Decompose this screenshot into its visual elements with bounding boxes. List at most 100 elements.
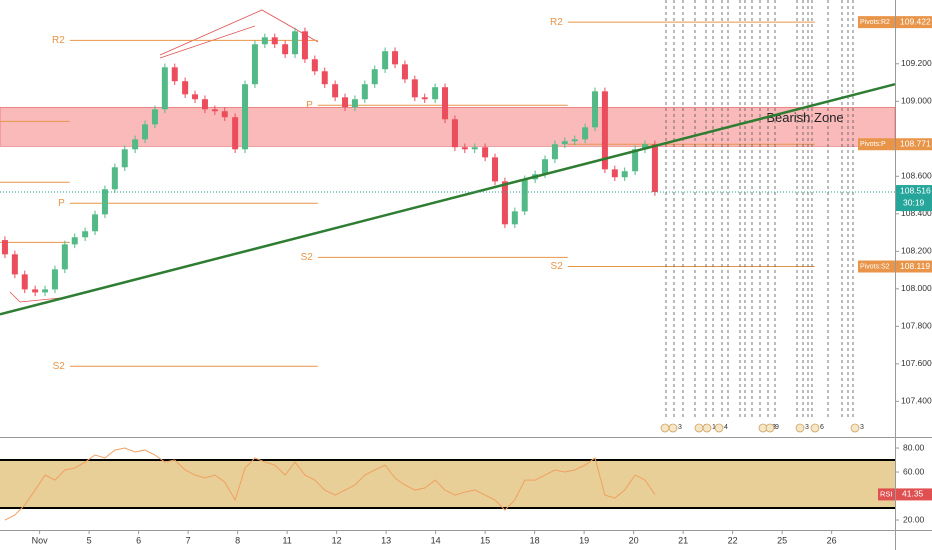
pivot-axis-tag: [858, 138, 895, 151]
pivot-axis-name: Pivots:P: [860, 141, 886, 148]
candle-body: [1, 240, 8, 255]
candle-body: [32, 289, 39, 293]
candle-body: [571, 139, 578, 142]
pivot-label: P: [58, 198, 65, 209]
pivot-label: S2: [551, 261, 564, 272]
x-tick-label: 7: [186, 535, 191, 545]
candle-body: [632, 149, 639, 172]
pivot-label: R2: [550, 17, 563, 28]
event-icon: [660, 423, 670, 433]
zone-label: Bearish Zone: [766, 110, 843, 125]
candle-body: [351, 99, 358, 108]
candle-body: [151, 109, 158, 125]
candle-body: [482, 147, 489, 158]
pivot-axis-name: Pivots:S2: [860, 263, 890, 270]
y-tick-label: 108.600: [901, 171, 932, 181]
x-tick-label: 14: [431, 535, 441, 545]
rsi-tick-label: 80.00: [903, 442, 925, 452]
candle-body: [111, 167, 118, 190]
rsi-tag: [878, 488, 895, 501]
candle-body: [561, 141, 568, 145]
candle-body: [171, 67, 178, 82]
x-tick-label: 20: [629, 535, 639, 545]
event-icon: [850, 423, 860, 433]
event-count: 3: [860, 424, 864, 431]
y-tick-label: 107.600: [901, 358, 932, 368]
x-tick-label: 6: [136, 535, 141, 545]
rsi-tick-label: 20.00: [903, 514, 925, 524]
x-tick-label: 12: [332, 535, 342, 545]
candle-body: [11, 254, 18, 275]
candle-body: [461, 147, 468, 150]
pivot-axis-value: 108.119: [900, 261, 930, 271]
candle-body: [651, 144, 658, 193]
event-icon: [714, 423, 724, 433]
pivot-label: S2: [53, 361, 66, 372]
candle-body: [451, 119, 458, 148]
candle-body: [121, 149, 128, 168]
candle-body: [611, 169, 618, 178]
candle-body: [601, 91, 608, 170]
candle-body: [251, 44, 258, 85]
candle-body: [211, 109, 218, 112]
rsi-name: RSI: [880, 489, 893, 498]
rsi-band: [0, 460, 895, 509]
pivot-axis-tag: [858, 16, 895, 29]
candle-body: [401, 64, 408, 80]
candle-body: [271, 37, 278, 45]
drawing: [9, 291, 61, 303]
candle-body: [261, 37, 268, 45]
event-icon: [702, 423, 712, 433]
candle-body: [621, 171, 628, 178]
candle-body: [342, 97, 349, 108]
candle-body: [221, 111, 228, 118]
pivot-axis-value: 108.771: [900, 138, 931, 148]
candle-body: [132, 139, 139, 150]
candle-body: [321, 71, 328, 85]
rsi-line: [4, 447, 656, 521]
candle-body: [471, 147, 478, 150]
candle-body: [442, 87, 449, 120]
y-tick-label: 109.200: [901, 58, 932, 68]
event-icon: [694, 423, 704, 433]
event-icon: [795, 423, 805, 433]
trendline: [0, 83, 896, 316]
candle-body: [182, 81, 189, 95]
y-tick-label: 107.800: [901, 321, 932, 331]
candle-body: [71, 237, 78, 245]
candle-body: [382, 51, 389, 70]
candle-body: [592, 91, 599, 128]
candle-body: [492, 157, 499, 182]
candle-body: [161, 67, 168, 110]
pivot-label: P: [306, 100, 313, 111]
x-tick-label: 13: [381, 535, 391, 545]
candle-body: [232, 117, 239, 150]
pivot-axis-tag: [896, 16, 932, 29]
candle-body: [282, 44, 289, 55]
x-tick-label: Nov: [32, 535, 49, 545]
candle-body: [551, 144, 558, 160]
event-count: 3: [678, 424, 682, 431]
pivot-axis-tag: [896, 260, 932, 273]
x-tick-label: 8: [235, 535, 240, 545]
x-tick-label: 18: [530, 535, 540, 545]
candle-body: [21, 274, 28, 290]
candle-body: [101, 189, 108, 215]
candle-body: [432, 87, 439, 100]
candle-body: [61, 244, 68, 270]
y-tick-label: 108.400: [901, 208, 932, 218]
rsi-value-label: 41.35: [902, 489, 924, 499]
candle-body: [311, 59, 318, 72]
y-tick-label: 109.000: [901, 96, 932, 106]
pivot-axis-tag: [858, 260, 895, 273]
x-tick-label: 5: [87, 535, 92, 545]
pivot-label: R2: [52, 35, 65, 46]
candle-body: [201, 99, 208, 110]
x-tick-label: 15: [480, 535, 490, 545]
countdown: 30:19: [903, 197, 925, 207]
y-tick-label: 108.000: [901, 283, 932, 293]
event-count: 9: [775, 424, 779, 431]
x-tick-label: 26: [827, 535, 837, 545]
candle-body: [411, 79, 418, 98]
